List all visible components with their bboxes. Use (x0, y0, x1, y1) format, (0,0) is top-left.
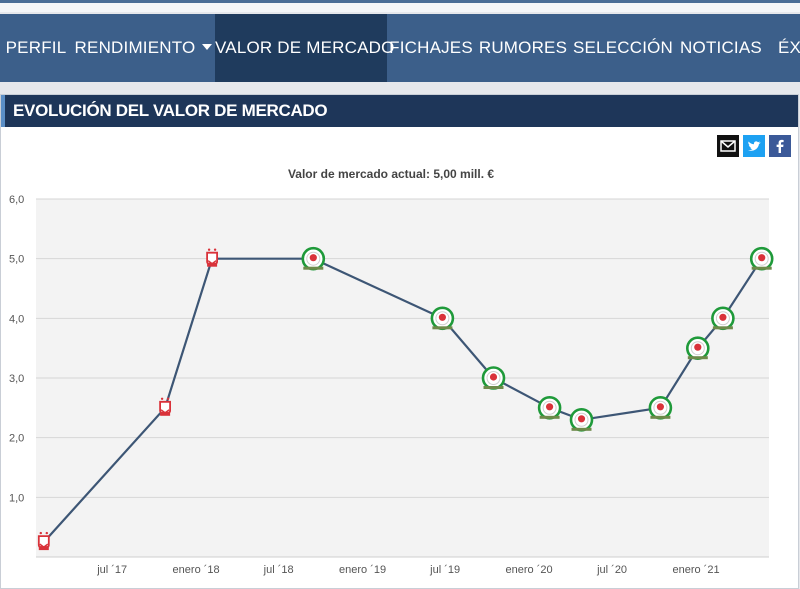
nav-label-seleccion: SELECCIÓN (572, 38, 674, 57)
data-point-green-club-badge[interactable] (749, 246, 774, 271)
data-point-green-club-badge[interactable] (711, 306, 735, 331)
nav-item-perfil[interactable]: PERFIL (0, 14, 72, 82)
x-tick-label: jul ´18 (263, 564, 294, 576)
y-axis-labels: 1,0 2,0 3,0 4,0 5,0 6,0 (9, 194, 24, 504)
y-tick-label: 6,0 (9, 194, 24, 206)
nav-item-exitos[interactable]: ÉXI (767, 14, 800, 82)
twitter-icon (743, 135, 765, 157)
main-nav: PERFIL RENDIMIENTO VALOR DE MERCADO FICH… (0, 14, 800, 82)
market-value-panel: EVOLUCIÓN DEL VALOR DE MERCADO Valor de … (0, 94, 799, 589)
x-tick-label: enero ´19 (339, 564, 386, 576)
data-point-green-club-badge[interactable] (685, 336, 710, 360)
y-tick-label: 4,0 (9, 313, 24, 325)
data-point-green-club-badge[interactable] (481, 366, 506, 390)
x-axis-labels: jul ´17 enero ´18 jul ´18 enero ´19 jul ´19 e… (96, 564, 719, 576)
y-tick-label: 3,0 (9, 373, 24, 385)
nav-label-valor-de-mercado: VALOR DE MERCADO (215, 38, 395, 57)
market-value-chart: 1,02,03,04,05,06,0 jul ´17 enero ´18 jul ´… (9, 194, 774, 576)
nav-label-perfil: PERFIL (5, 38, 67, 57)
x-tick-label: enero ´21 (672, 564, 719, 576)
chart-title: Valor de mercado actual: 5,00 mill. € (287, 167, 495, 181)
data-point-red-club-badge[interactable] (206, 248, 219, 267)
data-point-green-club-badge[interactable] (648, 396, 673, 420)
nav-item-seleccion[interactable]: SELECCIÓN (571, 14, 675, 82)
nav-label-rumores: RUMORES (478, 38, 568, 57)
nav-item-fichajes[interactable]: FICHAJES (387, 14, 475, 82)
share-email-button[interactable] (717, 135, 739, 157)
points-layer (37, 246, 774, 551)
share-facebook-button[interactable] (769, 135, 791, 157)
data-point-red-club-badge[interactable] (159, 397, 172, 416)
top-accent-line (0, 0, 800, 3)
data-point-green-club-badge[interactable] (301, 246, 326, 271)
x-tick-label: jul ´17 (96, 564, 127, 576)
nav-item-rumores[interactable]: RUMORES (475, 14, 571, 82)
x-tick-label: jul ´20 (596, 564, 627, 576)
chevron-down-icon (202, 44, 213, 50)
facebook-icon (769, 135, 791, 157)
nav-item-rendimiento[interactable]: RENDIMIENTO (72, 14, 215, 82)
top-strip (0, 0, 800, 12)
nav-label-noticias: NOTICIAS (680, 38, 762, 57)
data-point-green-club-badge[interactable] (430, 306, 455, 331)
x-tick-label: enero ´20 (506, 564, 553, 576)
data-point-red-club-badge[interactable] (37, 531, 50, 551)
y-tick-label: 5,0 (9, 254, 24, 266)
data-point-green-club-badge[interactable] (537, 396, 562, 420)
nav-label-rendimiento: RENDIMIENTO (74, 38, 196, 57)
panel-title: EVOLUCIÓN DEL VALOR DE MERCADO (13, 101, 328, 120)
nav-label-fichajes: FICHAJES (389, 38, 473, 57)
x-tick-label: enero ´18 (173, 564, 220, 576)
nav-label-exitos: ÉXI (778, 38, 800, 57)
y-tick-label: 2,0 (9, 433, 24, 445)
email-icon (717, 135, 739, 157)
nav-item-valor-de-mercado[interactable]: VALOR DE MERCADO (215, 14, 394, 82)
x-tick-label: jul ´19 (429, 564, 460, 576)
nav-item-noticias[interactable]: NOTICIAS (675, 14, 767, 82)
grid-layer (36, 198, 769, 558)
data-point-green-club-badge[interactable] (569, 408, 594, 432)
panel-header: EVOLUCIÓN DEL VALOR DE MERCADO (1, 95, 798, 127)
y-tick-label: 1,0 (9, 492, 24, 504)
share-twitter-button[interactable] (743, 135, 765, 157)
